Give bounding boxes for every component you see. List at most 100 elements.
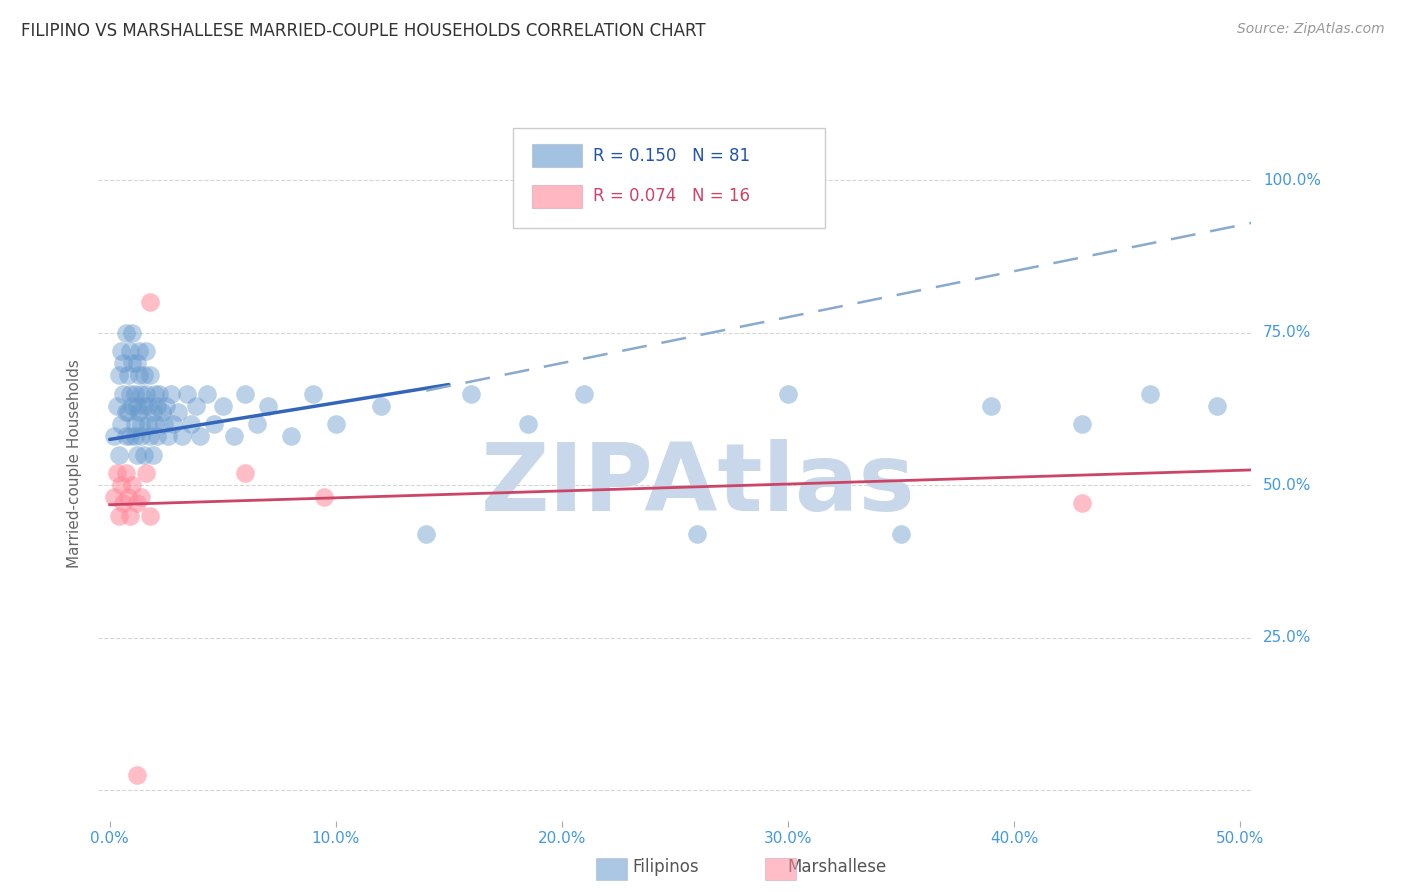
Point	[107, 368, 129, 383]
Text: Source: ZipAtlas.com: Source: ZipAtlas.com	[1237, 22, 1385, 37]
Point	[124, 386, 146, 401]
Point	[135, 344, 157, 359]
Point	[776, 386, 799, 401]
Point	[162, 417, 184, 432]
Point	[314, 491, 336, 505]
Point	[124, 417, 146, 432]
Point	[121, 356, 143, 370]
Point	[222, 429, 245, 443]
Point	[131, 386, 153, 401]
Point	[117, 368, 139, 383]
FancyBboxPatch shape	[531, 145, 582, 167]
Point	[135, 386, 157, 401]
Point	[131, 491, 153, 505]
Point	[112, 356, 135, 370]
Text: FILIPINO VS MARSHALLESE MARRIED-COUPLE HOUSEHOLDS CORRELATION CHART: FILIPINO VS MARSHALLESE MARRIED-COUPLE H…	[21, 22, 706, 40]
Point	[107, 448, 129, 462]
Point	[117, 405, 139, 419]
Point	[120, 344, 142, 359]
Point	[128, 405, 150, 419]
FancyBboxPatch shape	[513, 128, 825, 228]
Point	[146, 429, 169, 443]
Point	[103, 491, 125, 505]
Point	[131, 417, 153, 432]
Point	[153, 417, 176, 432]
Point	[114, 326, 136, 340]
Point	[124, 429, 146, 443]
Point	[120, 386, 142, 401]
Point	[132, 448, 155, 462]
Point	[1070, 496, 1092, 510]
Point	[121, 326, 143, 340]
Point	[1139, 386, 1161, 401]
Point	[136, 399, 159, 413]
Point	[574, 386, 596, 401]
Point	[114, 405, 136, 419]
Text: R = 0.074   N = 16: R = 0.074 N = 16	[593, 187, 751, 205]
Point	[103, 429, 125, 443]
Point	[257, 399, 280, 413]
Point	[184, 399, 207, 413]
Point	[180, 417, 202, 432]
Point	[117, 491, 139, 505]
Point	[686, 527, 709, 541]
Text: Filipinos: Filipinos	[633, 858, 699, 876]
Text: 50.0%: 50.0%	[1263, 478, 1312, 492]
Point	[148, 386, 170, 401]
Point	[143, 417, 166, 432]
Point	[114, 466, 136, 480]
Text: 75.0%: 75.0%	[1263, 326, 1312, 340]
Point	[121, 399, 143, 413]
Point	[110, 417, 132, 432]
Point	[125, 448, 148, 462]
Point	[105, 466, 128, 480]
Point	[125, 356, 148, 370]
Point	[159, 386, 181, 401]
Point	[325, 417, 347, 432]
Point	[143, 386, 166, 401]
Text: Marshallese: Marshallese	[787, 858, 887, 876]
Point	[114, 429, 136, 443]
Point	[980, 399, 1002, 413]
Point	[128, 368, 150, 383]
Point	[188, 429, 211, 443]
Point	[166, 405, 188, 419]
Point	[125, 496, 148, 510]
Point	[150, 405, 173, 419]
Point	[280, 429, 302, 443]
Point	[120, 429, 142, 443]
Point	[105, 399, 128, 413]
Point	[246, 417, 269, 432]
Point	[131, 429, 153, 443]
Point	[128, 344, 150, 359]
Point	[132, 399, 155, 413]
Point	[120, 508, 142, 523]
Point	[157, 429, 180, 443]
Point	[1206, 399, 1229, 413]
Point	[136, 417, 159, 432]
Point	[112, 386, 135, 401]
Point	[139, 429, 162, 443]
Point	[460, 386, 482, 401]
Point	[135, 466, 157, 480]
Point	[415, 527, 437, 541]
Point	[370, 399, 392, 413]
Point	[107, 508, 129, 523]
Point	[125, 768, 148, 782]
Point	[890, 527, 912, 541]
Text: ZIPAtlas: ZIPAtlas	[481, 439, 915, 532]
Point	[139, 508, 162, 523]
Point	[121, 478, 143, 492]
Point	[132, 368, 155, 383]
Text: 25.0%: 25.0%	[1263, 630, 1312, 645]
Point	[112, 496, 135, 510]
Point	[139, 368, 162, 383]
Point	[170, 429, 193, 443]
Point	[139, 295, 162, 310]
Point	[202, 417, 225, 432]
Point	[235, 386, 257, 401]
Point	[176, 386, 198, 401]
Point	[235, 466, 257, 480]
Point	[142, 405, 165, 419]
Y-axis label: Married-couple Households: Married-couple Households	[67, 359, 83, 568]
